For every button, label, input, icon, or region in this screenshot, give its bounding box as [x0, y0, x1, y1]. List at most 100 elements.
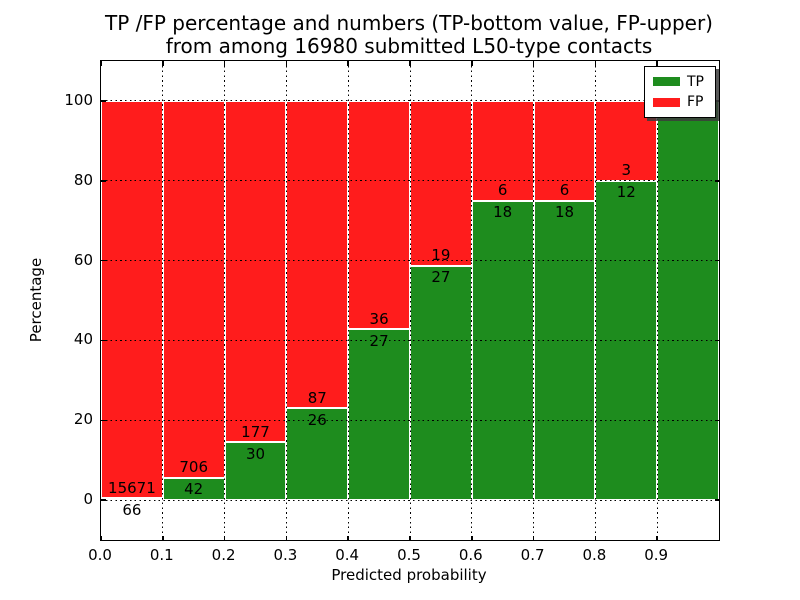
- y-tick-mark: [714, 419, 719, 421]
- x-tick-mark: [162, 535, 164, 540]
- fp-bar: [162, 100, 225, 478]
- y-tick-mark: [101, 180, 106, 182]
- legend-item: TP: [645, 74, 715, 90]
- tp-bar: [348, 329, 410, 501]
- tp-count-label: 27: [369, 331, 389, 350]
- tp-bar: [533, 200, 596, 501]
- gridline-x: [533, 61, 535, 540]
- fp-count-label: 15671: [108, 478, 156, 497]
- x-tick-mark: [285, 535, 288, 540]
- x-tick-mark: [223, 61, 226, 66]
- tp-count-label: 18: [554, 203, 575, 222]
- y-tick-label: 40: [73, 330, 93, 349]
- x-tick-mark: [100, 61, 102, 66]
- fp-bar: [410, 100, 472, 266]
- y-tick-label: 80: [73, 170, 93, 189]
- y-tick-mark: [101, 259, 106, 262]
- x-axis-label: Predicted probability: [331, 566, 487, 584]
- x-tick-label: 0.0: [88, 546, 112, 564]
- y-tick-mark: [714, 339, 719, 342]
- gridline-y: [101, 100, 719, 102]
- tp-count-label: 18: [493, 203, 513, 222]
- tp-bar: [657, 100, 719, 501]
- legend-label: FP: [687, 94, 704, 111]
- x-tick-label: 0.4: [335, 546, 360, 564]
- x-tick-label: 0.3: [273, 546, 298, 564]
- y-tick-mark: [101, 339, 106, 342]
- tp-count-label: 26: [307, 410, 327, 429]
- tp-count-label: 42: [184, 480, 204, 499]
- y-tick-label: 20: [73, 410, 93, 429]
- gridline-x: [347, 61, 349, 540]
- gridline-y: [101, 339, 719, 341]
- legend-swatch-fp: [653, 97, 680, 107]
- y-tick-mark: [714, 180, 719, 182]
- tp-bar: [224, 442, 287, 501]
- tp-count-label: 66: [122, 500, 142, 519]
- y-tick-label: 100: [64, 90, 93, 109]
- x-tick-label: 0.1: [149, 546, 174, 564]
- gridline-x: [594, 61, 596, 540]
- legend-item: FP: [645, 94, 715, 110]
- x-tick-mark: [285, 61, 288, 66]
- tp-count-label: 12: [616, 183, 636, 202]
- legend-swatch-tp: [653, 77, 680, 87]
- x-tick-label: 0.6: [458, 546, 483, 564]
- x-tick-mark: [347, 61, 349, 66]
- x-tick-mark: [409, 61, 411, 66]
- y-tick-mark: [101, 100, 106, 102]
- tp-bar: [471, 200, 534, 501]
- gridline-x: [471, 61, 473, 540]
- x-tick-mark: [471, 535, 473, 540]
- fp-bar: [286, 100, 349, 409]
- x-tick-mark: [471, 61, 473, 66]
- x-tick-label: 0.8: [582, 546, 607, 564]
- chart-title: TP /FP percentage and numbers (TP-bottom…: [9, 12, 800, 58]
- fp-count-label: 6: [497, 181, 508, 200]
- fp-bar: [224, 100, 287, 443]
- y-tick-mark: [714, 499, 719, 501]
- x-tick-mark: [100, 535, 102, 540]
- fp-count-label: 3: [621, 161, 632, 180]
- tp-bar: [410, 265, 472, 501]
- fp-count-label: 177: [241, 422, 270, 441]
- y-tick-mark: [101, 419, 106, 421]
- x-tick-mark: [594, 535, 597, 540]
- x-tick-mark: [656, 535, 658, 540]
- y-tick-mark: [101, 499, 106, 501]
- fp-count-label: 706: [179, 458, 209, 477]
- y-axis-label: Percentage: [27, 257, 45, 343]
- gridline-x: [224, 61, 226, 540]
- gridline-x: [285, 61, 287, 540]
- x-tick-mark: [594, 61, 597, 66]
- x-tick-mark: [347, 535, 349, 540]
- tp-count-label: 30: [245, 444, 266, 463]
- x-tick-mark: [409, 535, 411, 540]
- fp-count-label: 36: [369, 309, 389, 328]
- y-tick-label: 0: [83, 490, 93, 509]
- fp-bar: [101, 100, 163, 499]
- y-tick-mark: [714, 259, 719, 262]
- legend: TP FP: [644, 66, 716, 118]
- x-tick-mark: [532, 61, 535, 66]
- gridline-y: [101, 419, 719, 421]
- fp-count-label: 87: [307, 388, 327, 407]
- x-tick-mark: [656, 61, 658, 66]
- x-tick-label: 0.9: [644, 546, 669, 564]
- y-tick-mark: [714, 100, 719, 102]
- gridline-x: [162, 61, 164, 540]
- x-tick-mark: [223, 535, 226, 540]
- gridline-y: [101, 180, 719, 182]
- chart-title-line2: from among 16980 submitted L50-type cont…: [165, 34, 653, 58]
- gridline-y: [101, 499, 719, 501]
- gridline-x: [656, 61, 658, 540]
- x-tick-label: 0.5: [397, 546, 421, 564]
- x-tick-mark: [162, 61, 164, 66]
- fp-count-label: 19: [431, 246, 451, 265]
- tp-count-label: 27: [431, 268, 451, 287]
- plot-area: 156716670642177308726362719276186183123: [100, 60, 720, 541]
- legend-label: TP: [687, 73, 704, 90]
- x-tick-mark: [532, 535, 535, 540]
- gridline-x: [409, 61, 411, 540]
